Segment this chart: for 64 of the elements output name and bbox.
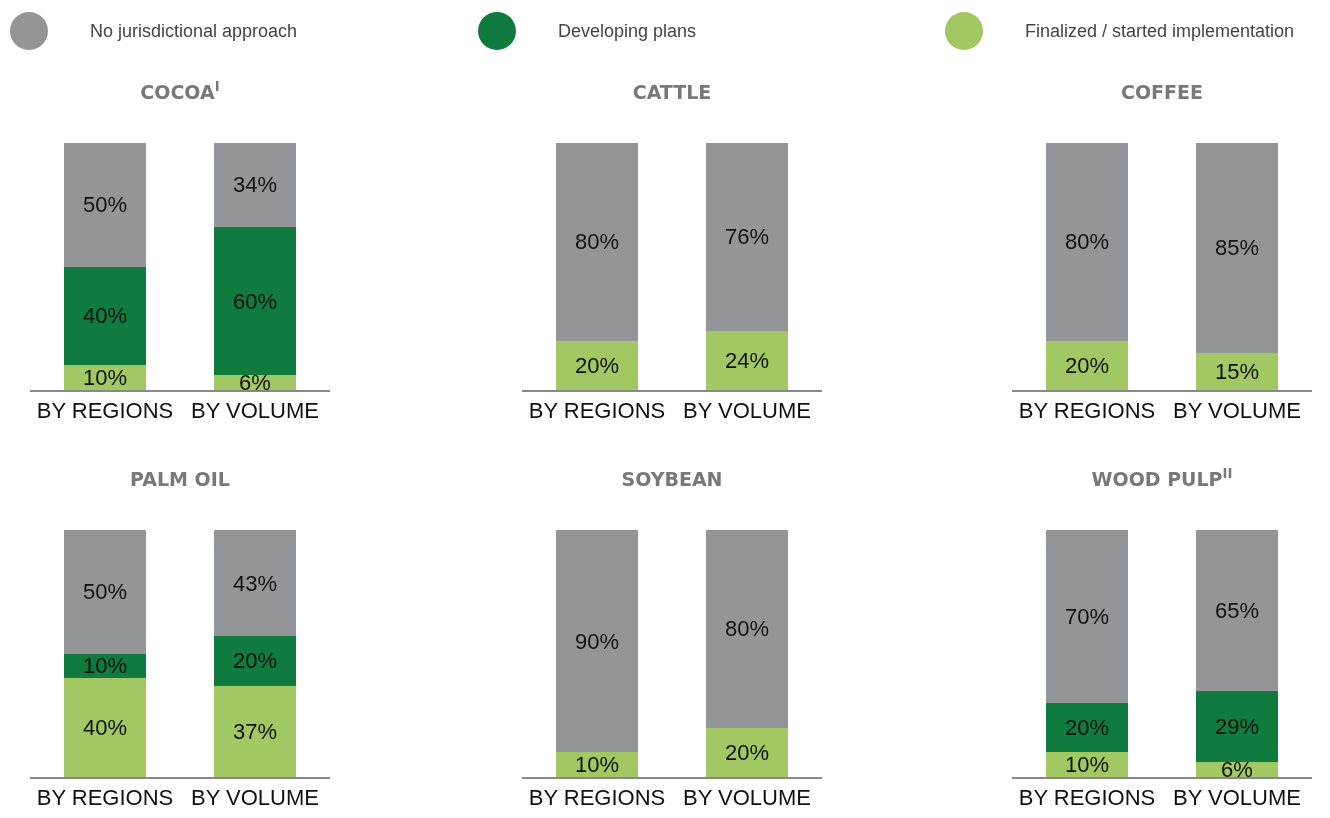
x-tick-label: BY VOLUME [191, 397, 319, 423]
data-label: 50% [82, 192, 128, 218]
chart-title: CATTLE [632, 81, 712, 104]
x-tick-label: BY VOLUME [191, 784, 319, 810]
data-label: 37% [232, 718, 278, 744]
data-label: 10% [82, 365, 128, 391]
data-label: 70% [1064, 603, 1110, 629]
bar [63, 678, 147, 777]
bar [213, 636, 297, 686]
x-tick-label: BY VOLUME [683, 397, 811, 423]
bar [1045, 702, 1129, 753]
bar [213, 143, 297, 227]
bar [213, 530, 297, 637]
x-tick-label: BY VOLUME [1173, 397, 1301, 423]
bar [213, 226, 297, 376]
data-label: 6% [239, 370, 271, 396]
data-label: 15% [1214, 358, 1260, 384]
data-label: 20% [724, 739, 770, 765]
x-tick-label: BY REGIONS [1018, 397, 1156, 423]
x-tick-label: BY REGIONS [1018, 784, 1156, 810]
legend-label: Finalized / started implementation [1025, 20, 1295, 42]
bar [1195, 690, 1279, 763]
data-label: 20% [1064, 352, 1110, 378]
data-label: 80% [724, 616, 770, 642]
data-label: 85% [1214, 235, 1260, 261]
data-label: 76% [724, 224, 770, 250]
data-label: 6% [1221, 757, 1253, 783]
x-tick-label: BY REGIONS [528, 397, 666, 423]
data-label: 80% [574, 229, 620, 255]
bar [1045, 530, 1129, 703]
x-tick-label: BY VOLUME [1173, 784, 1301, 810]
data-label: 43% [232, 570, 278, 596]
data-label: 29% [1214, 713, 1260, 739]
data-label: 40% [82, 303, 128, 329]
data-label: 90% [574, 628, 620, 654]
bar [63, 143, 147, 267]
bar [213, 685, 297, 777]
legend-label: No jurisdictional approach [90, 20, 298, 42]
chart-title: PALM OIL [130, 468, 230, 491]
data-label: 10% [82, 653, 128, 679]
data-label: 40% [82, 715, 128, 741]
bar [1195, 530, 1279, 691]
data-label: 60% [232, 288, 278, 314]
data-label: 34% [232, 172, 278, 198]
chart-title: COFFEE [1120, 81, 1204, 104]
legend-label: Developing plans [558, 20, 697, 42]
data-label: 20% [1064, 715, 1110, 741]
data-label: 20% [574, 352, 620, 378]
bar [63, 266, 147, 366]
data-label: 20% [232, 648, 278, 674]
x-tick-label: BY VOLUME [683, 784, 811, 810]
bar [63, 530, 147, 654]
data-label: 80% [1064, 229, 1110, 255]
x-tick-label: BY REGIONS [36, 397, 174, 423]
chart-title: WOOD PULP$^{II}$ [1091, 466, 1233, 491]
data-label: 50% [82, 579, 128, 605]
x-tick-label: BY REGIONS [528, 784, 666, 810]
chart-title: COCOA$^{I}$ [140, 79, 220, 104]
chart-title: SOYBEAN [621, 468, 723, 491]
data-label: 10% [1064, 752, 1110, 778]
x-tick-label: BY REGIONS [36, 784, 174, 810]
data-label: 24% [724, 347, 770, 373]
data-label: 65% [1214, 597, 1260, 623]
data-label: 10% [574, 752, 620, 778]
